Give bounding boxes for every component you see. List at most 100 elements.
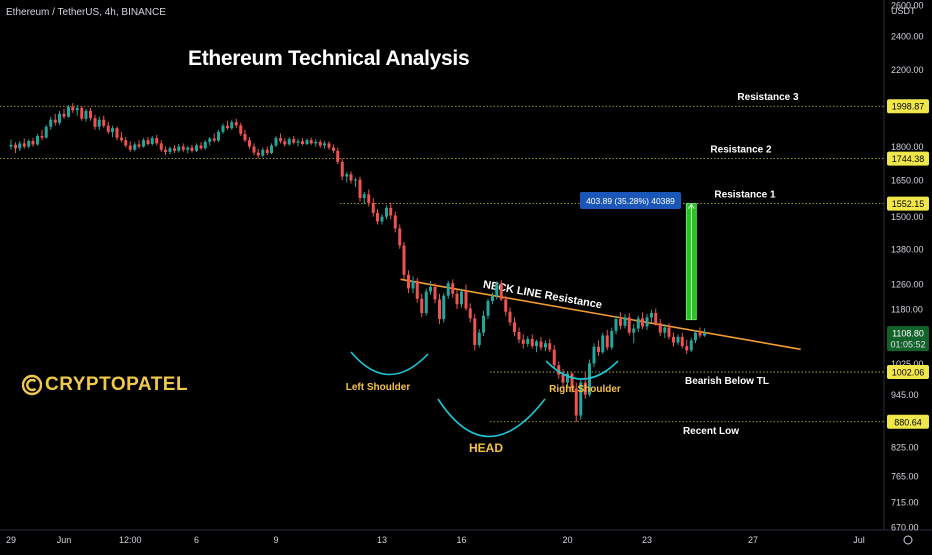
candle [305,138,309,146]
candle-body [27,141,31,147]
y-tick-label: 2400.00 [891,31,924,41]
candle [137,140,141,149]
candle-body [446,283,450,296]
candle-body [579,382,583,416]
candle [309,137,313,145]
measure-text: 403.89 (35.28%) 40389 [586,196,675,206]
price-axis-bg [884,0,932,550]
candle [411,276,415,294]
candle [672,332,675,347]
candle [473,314,477,351]
candle [623,314,627,329]
candle-body [168,148,172,152]
y-tick-label: 1800.00 [891,142,924,152]
candle [155,134,159,146]
candle [627,313,631,336]
level-badge-text: 1998.87 [892,102,925,112]
candle [610,327,614,350]
level-label: Bearish Below TL [685,376,769,387]
candle [375,209,379,225]
level-badge-text: 1744.38 [892,154,925,164]
candle [349,171,353,184]
candle [102,115,106,128]
x-tick-label: 29 [6,535,16,545]
candle-body [261,149,265,156]
candle-body [22,143,26,147]
candle [269,143,273,155]
level-badge: 1744.38 [887,151,929,166]
candle-body [314,141,318,144]
candle [274,136,278,147]
candle-body [283,141,287,145]
candle [44,124,48,139]
candle [689,337,693,353]
candle-body [442,295,446,320]
candle-body [155,138,159,144]
candle [566,370,569,387]
candle-body [269,145,273,154]
candle [199,142,203,150]
candle-body [398,228,402,246]
candle [468,303,472,323]
candle [248,137,251,149]
candle-body [402,245,406,275]
candle-body [504,299,508,312]
x-tick-label: 16 [456,535,466,545]
level-badge-bg [887,99,929,114]
candle [212,133,216,143]
candle-body [84,110,88,119]
candle [57,110,61,125]
candle-body [676,336,680,343]
candle [640,312,644,330]
candle [486,298,490,320]
candle-body [583,382,587,395]
candle [163,146,167,156]
cryptopatel-logo-icon [22,374,42,396]
candle [442,293,446,323]
candle [216,129,220,142]
candle-body [362,194,366,198]
candle [385,205,389,220]
candle [663,324,667,338]
candle-body [640,318,644,327]
candle-body [49,119,53,127]
level-label: Resistance 2 [710,145,772,156]
neckline [400,278,801,351]
candle [481,310,485,337]
candle [287,137,291,146]
candle-body [530,338,534,347]
candle [398,224,402,249]
candle-body [265,149,269,154]
y-tick-label: 2600.00 [891,1,924,11]
candle [133,142,137,152]
level-badge-bg [887,414,929,429]
candle-body [292,139,296,143]
candle-body [650,313,654,318]
candle-body [146,140,150,145]
candle-body [309,140,313,144]
x-tick-label: 13 [377,535,387,545]
candle [680,332,684,349]
y-tick-label: 1180.00 [891,305,923,315]
candle-body [190,147,194,151]
candle-body [689,340,693,351]
candle [226,120,230,130]
candle-body [212,138,216,141]
candle [495,281,499,300]
candle [97,116,101,130]
y-tick-label: 670.00 [891,523,919,533]
candle-body [354,179,357,181]
candle-body [234,122,238,126]
candle [208,137,212,146]
candle-body [415,280,419,299]
candle [605,329,609,351]
candle [80,105,84,121]
candle-body [517,331,521,340]
candle-body [252,146,256,153]
candle-body [71,106,75,111]
candle-body [566,373,569,383]
candle [283,138,287,147]
candle [18,141,22,151]
